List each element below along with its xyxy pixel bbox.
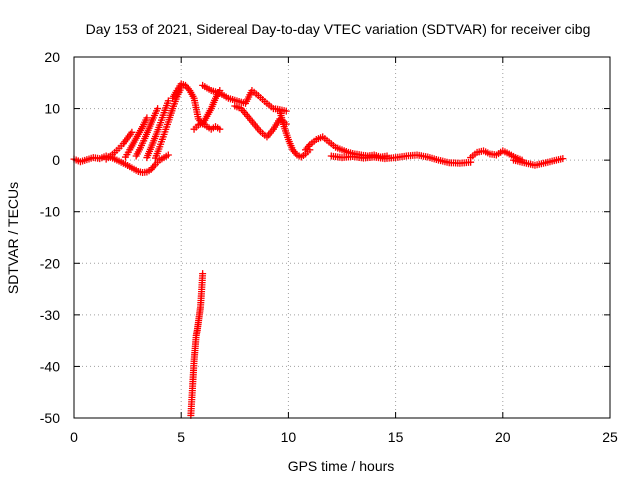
y-axis-label: SDTVAR / TECUs: [5, 182, 21, 294]
series-drop: [276, 107, 314, 161]
x-tick-label: 5: [177, 429, 185, 445]
chart-title: Day 153 of 2021, Sidereal Day-to-day VTE…: [86, 21, 591, 37]
series-rise-1: [102, 128, 136, 163]
data-point: [128, 128, 136, 136]
series-late-tail: [510, 155, 567, 169]
series-post-bump: [302, 133, 391, 161]
data-point: [143, 114, 151, 122]
y-tick-label: 20: [44, 49, 60, 65]
x-axis-label: GPS time / hours: [288, 458, 395, 474]
series-rise-5: [151, 84, 185, 162]
y-tick-label: -10: [40, 204, 60, 220]
series-rise-4: [143, 97, 172, 162]
data-point: [164, 97, 172, 105]
x-tick-label: 15: [388, 429, 404, 445]
y-tick-label: -20: [40, 255, 60, 271]
y-tick-label: -30: [40, 307, 60, 323]
series-plateau-lower: [231, 102, 290, 141]
y-tick-label: -50: [40, 410, 60, 426]
data-point: [164, 151, 172, 159]
series-peak: [169, 80, 224, 128]
y-tick-label: 0: [52, 152, 60, 168]
series-rise-3: [132, 105, 162, 160]
data-point: [216, 125, 224, 133]
y-tick-label: -40: [40, 358, 60, 374]
x-tick-label: 0: [70, 429, 78, 445]
series-rise-2: [121, 114, 151, 161]
plot-frame: [73, 56, 611, 419]
data-points: [70, 80, 567, 419]
data-point: [282, 107, 290, 115]
data-point: [199, 270, 207, 278]
data-point: [154, 105, 162, 113]
y-tick-label: 10: [44, 101, 60, 117]
series-peak-low: [190, 119, 224, 133]
data-point: [559, 155, 567, 163]
x-tick-label: 10: [281, 429, 297, 445]
x-tick-label: 20: [495, 429, 511, 445]
series-outlier-spike: [187, 270, 207, 419]
series-flat-mid: [327, 151, 475, 167]
series-baseline-early: [70, 151, 172, 177]
x-tick-label: 25: [602, 429, 618, 445]
